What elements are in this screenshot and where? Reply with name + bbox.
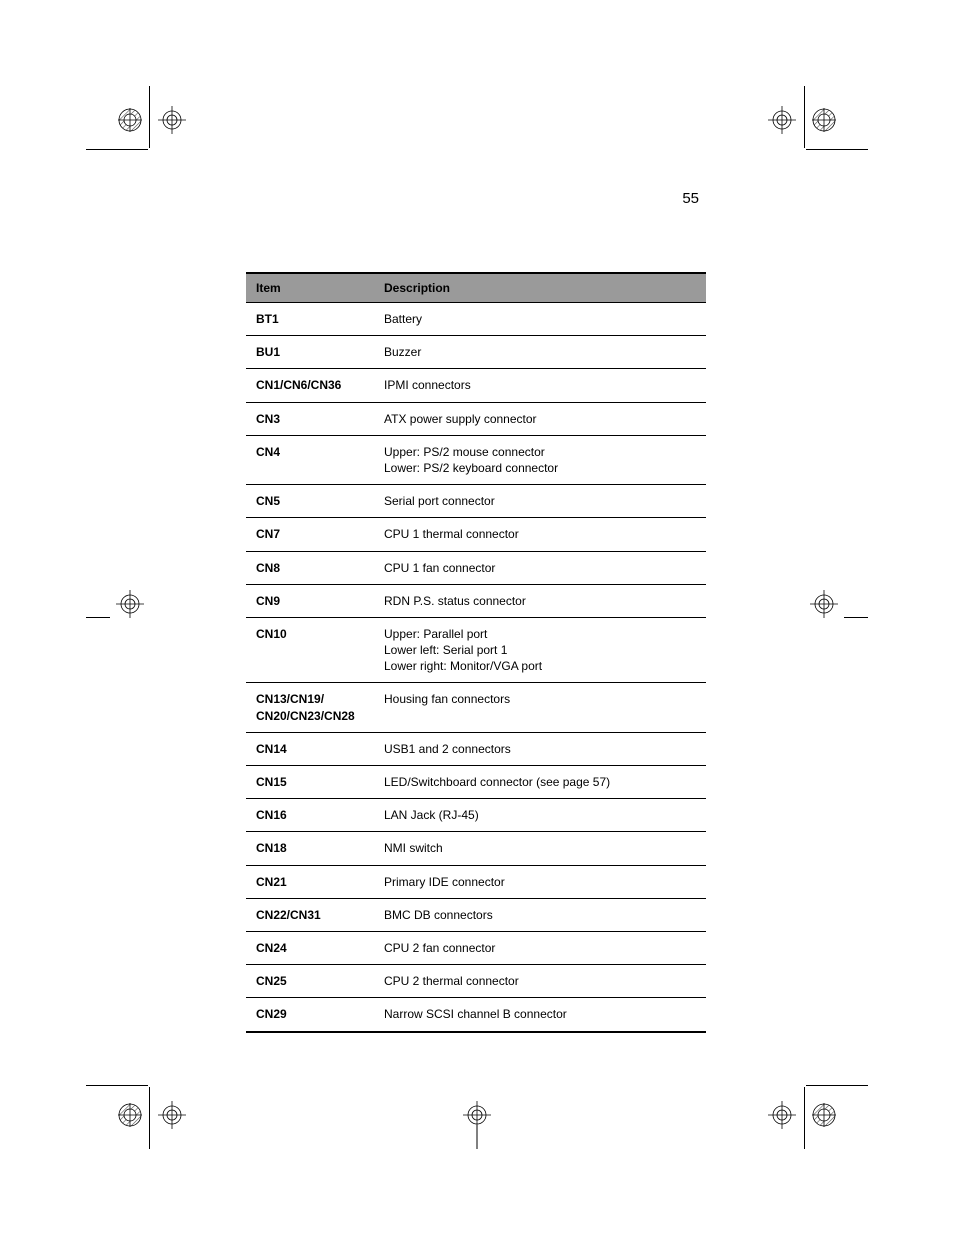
registration-mark-icon — [116, 1101, 144, 1129]
crop-line — [86, 617, 110, 618]
page: 55 Item Description BT1BatteryBU1BuzzerC… — [0, 0, 954, 1235]
cell-item: CN13/CN19/ CN20/CN23/CN28 — [246, 683, 374, 732]
crop-line — [806, 149, 868, 150]
cell-item: CN18 — [246, 832, 374, 865]
cell-item: CN10 — [246, 617, 374, 683]
crop-line — [804, 86, 805, 148]
registration-mark-icon — [116, 590, 144, 618]
registration-mark-icon — [810, 1101, 838, 1129]
cell-item: CN1/CN6/CN36 — [246, 369, 374, 402]
cell-item: BU1 — [246, 336, 374, 369]
cell-description: CPU 1 fan connector — [374, 551, 706, 584]
table-row: CN5Serial port connector — [246, 485, 706, 518]
table-row: CN22/CN31BMC DB connectors — [246, 898, 706, 931]
cell-description: CPU 2 thermal connector — [374, 965, 706, 998]
col-header-description: Description — [374, 273, 706, 303]
crop-line — [806, 1085, 868, 1086]
cell-item: CN29 — [246, 998, 374, 1032]
cell-description: CPU 1 thermal connector — [374, 518, 706, 551]
col-header-item: Item — [246, 273, 374, 303]
table-row: CN14USB1 and 2 connectors — [246, 732, 706, 765]
cell-description: Housing fan connectors — [374, 683, 706, 732]
table-row: CN13/CN19/ CN20/CN23/CN28Housing fan con… — [246, 683, 706, 732]
cell-description: Upper: Parallel port Lower left: Serial … — [374, 617, 706, 683]
cell-description: NMI switch — [374, 832, 706, 865]
crop-line — [477, 1125, 478, 1149]
table-row: CN7CPU 1 thermal connector — [246, 518, 706, 551]
cell-item: CN8 — [246, 551, 374, 584]
crop-line — [149, 1087, 150, 1149]
table-row: CN9RDN P.S. status connector — [246, 584, 706, 617]
table-row: CN8CPU 1 fan connector — [246, 551, 706, 584]
cell-item: CN21 — [246, 865, 374, 898]
registration-mark-icon — [768, 1101, 796, 1129]
registration-mark-icon — [810, 590, 838, 618]
cell-description: Primary IDE connector — [374, 865, 706, 898]
cell-item: CN25 — [246, 965, 374, 998]
registration-mark-icon — [810, 106, 838, 134]
table-row: CN24CPU 2 fan connector — [246, 931, 706, 964]
table-row: CN10Upper: Parallel port Lower left: Ser… — [246, 617, 706, 683]
cell-description: LAN Jack (RJ-45) — [374, 799, 706, 832]
cell-item: BT1 — [246, 303, 374, 336]
cell-description: IPMI connectors — [374, 369, 706, 402]
table-row: CN1/CN6/CN36IPMI connectors — [246, 369, 706, 402]
registration-mark-icon — [158, 106, 186, 134]
table-row: CN29Narrow SCSI channel B connector — [246, 998, 706, 1032]
cell-description: Upper: PS/2 mouse connector Lower: PS/2 … — [374, 435, 706, 484]
cell-description: Narrow SCSI channel B connector — [374, 998, 706, 1032]
cell-item: CN9 — [246, 584, 374, 617]
table-body: BT1BatteryBU1BuzzerCN1/CN6/CN36IPMI conn… — [246, 303, 706, 1032]
cell-item: CN4 — [246, 435, 374, 484]
crop-line — [86, 149, 148, 150]
cell-description: USB1 and 2 connectors — [374, 732, 706, 765]
cell-item: CN14 — [246, 732, 374, 765]
cell-description: RDN P.S. status connector — [374, 584, 706, 617]
cell-item: CN22/CN31 — [246, 898, 374, 931]
cell-description: Buzzer — [374, 336, 706, 369]
table-row: CN15LED/Switchboard connector (see page … — [246, 766, 706, 799]
cell-description: CPU 2 fan connector — [374, 931, 706, 964]
cell-item: CN16 — [246, 799, 374, 832]
table-row: CN21Primary IDE connector — [246, 865, 706, 898]
table-row: BU1Buzzer — [246, 336, 706, 369]
cell-item: CN15 — [246, 766, 374, 799]
connector-table: Item Description BT1BatteryBU1BuzzerCN1/… — [246, 272, 706, 1033]
table-row: CN16LAN Jack (RJ-45) — [246, 799, 706, 832]
table-row: CN25CPU 2 thermal connector — [246, 965, 706, 998]
cell-description: ATX power supply connector — [374, 402, 706, 435]
table-row: BT1Battery — [246, 303, 706, 336]
cell-description: LED/Switchboard connector (see page 57) — [374, 766, 706, 799]
crop-line — [844, 617, 868, 618]
registration-mark-icon — [158, 1101, 186, 1129]
crop-line — [804, 1087, 805, 1149]
registration-mark-icon — [768, 106, 796, 134]
crop-line — [86, 1085, 148, 1086]
table-header-row: Item Description — [246, 273, 706, 303]
cell-item: CN24 — [246, 931, 374, 964]
cell-description: Serial port connector — [374, 485, 706, 518]
cell-description: BMC DB connectors — [374, 898, 706, 931]
cell-item: CN7 — [246, 518, 374, 551]
table-row: CN4Upper: PS/2 mouse connector Lower: PS… — [246, 435, 706, 484]
registration-mark-icon — [116, 106, 144, 134]
cell-item: CN3 — [246, 402, 374, 435]
cell-item: CN5 — [246, 485, 374, 518]
table-row: CN18NMI switch — [246, 832, 706, 865]
crop-line — [149, 86, 150, 148]
table-row: CN3ATX power supply connector — [246, 402, 706, 435]
cell-description: Battery — [374, 303, 706, 336]
page-number: 55 — [682, 190, 699, 207]
